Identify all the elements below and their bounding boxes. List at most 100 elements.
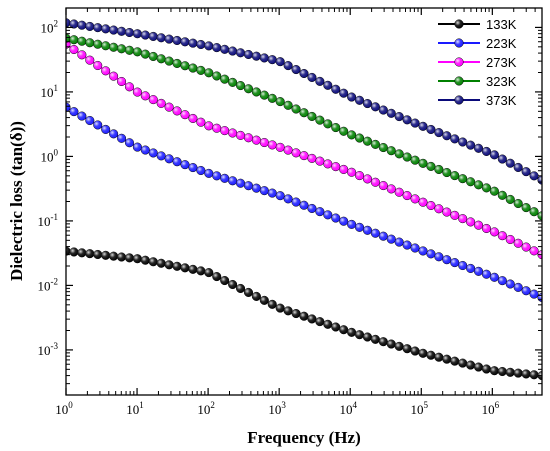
data-point-shine: [212, 43, 222, 52]
data-point-shine: [77, 50, 87, 60]
data-point-shine: [180, 61, 190, 71]
x-axis-label: Frequency (Hz): [247, 428, 360, 447]
data-point-shine: [204, 169, 214, 178]
data-point-shine: [69, 45, 79, 54]
data-point-shine: [371, 140, 380, 149]
series-133K: [66, 246, 542, 381]
data-point-shine: [394, 112, 404, 121]
data-point-shine: [180, 110, 190, 119]
data-point-shine: [93, 23, 103, 32]
data-point-shine: [426, 249, 436, 259]
data-point-shine: [283, 306, 293, 316]
data-point-shine: [482, 224, 491, 233]
data-point-shine: [490, 186, 499, 196]
x-tick-label: 100: [55, 400, 73, 417]
data-point-shine: [363, 136, 372, 146]
data-point-shine: [513, 163, 523, 172]
data-point-shine: [315, 156, 325, 166]
data-point-shine: [133, 87, 142, 97]
data-point-shine: [418, 348, 428, 358]
data-point-shine: [394, 187, 404, 197]
data-point-shine: [283, 145, 293, 155]
data-point-shine: [363, 225, 372, 235]
data-point-shine: [307, 314, 317, 324]
data-point-shine: [85, 38, 95, 48]
data-point-shine: [474, 180, 483, 190]
legend-label: 273K: [486, 55, 517, 70]
legend-item: 133K: [438, 17, 517, 32]
data-point-shine: [458, 261, 467, 270]
data-point-shine: [371, 228, 380, 238]
data-point-shine: [482, 147, 491, 156]
data-point-shine: [77, 20, 87, 30]
data-point-shine: [347, 167, 356, 177]
data-point-shine: [133, 142, 142, 152]
data-point-shine: [133, 254, 142, 264]
data-point-shine: [434, 128, 444, 137]
data-point-shine: [307, 204, 317, 213]
data-point-shine: [426, 162, 436, 171]
data-point-shine: [355, 330, 364, 339]
data-point-shine: [109, 42, 118, 52]
data-point-shine: [164, 154, 174, 164]
data-point-shine: [363, 174, 372, 184]
data-point-shine: [513, 199, 523, 208]
data-point-shine: [125, 45, 134, 55]
y-tick-label: 100: [41, 147, 59, 164]
legend-marker-shine: [454, 76, 464, 86]
data-point-shine: [156, 151, 166, 161]
data-point-shine: [291, 148, 301, 158]
data-point-shine: [252, 292, 261, 301]
data-point-shine: [236, 131, 245, 140]
data-point-shine: [77, 111, 87, 121]
data-point-shine: [418, 122, 428, 131]
y-tick-label: 10-1: [38, 212, 59, 229]
data-point-shine: [482, 364, 491, 374]
data-point-shine: [172, 262, 182, 271]
data-point-shine: [125, 28, 134, 37]
y-tick-label: 101: [41, 83, 59, 100]
data-point-shine: [315, 77, 325, 86]
data-point-shine: [386, 184, 396, 194]
data-point-shine: [220, 174, 229, 183]
data-point-shine: [85, 55, 95, 65]
data-point-shine: [196, 66, 206, 75]
data-point-shine: [323, 210, 333, 220]
data-point-shine: [466, 264, 475, 273]
data-point-shine: [188, 38, 198, 48]
data-point-shine: [505, 195, 515, 204]
data-point-shine: [212, 272, 222, 281]
data-point-shine: [141, 30, 150, 40]
data-point-shine: [196, 40, 206, 49]
data-point-shine: [347, 92, 356, 102]
data-point-shine: [402, 240, 412, 250]
data-point-shine: [513, 368, 523, 378]
data-point-shine: [355, 171, 364, 180]
data-point-shine: [450, 171, 460, 180]
data-point-shine: [260, 186, 269, 195]
data-point-shine: [513, 283, 523, 292]
data-point-shine: [252, 135, 261, 145]
data-point-shine: [228, 46, 237, 56]
x-tick-label: 102: [197, 400, 215, 417]
data-point-shine: [204, 121, 214, 131]
data-point-shine: [505, 158, 515, 168]
legend-item: 273K: [438, 55, 517, 70]
data-point-shine: [450, 134, 460, 144]
data-point-shine: [529, 246, 539, 256]
data-point-shine: [180, 160, 190, 169]
data-point-shine: [125, 253, 134, 263]
legend-marker-shine: [454, 95, 464, 105]
legend-label: 323K: [486, 74, 517, 89]
data-point-shine: [474, 267, 483, 276]
y-axis-label: Dielectric loss (tan(δ)): [7, 121, 26, 281]
legend-marker-shine: [454, 19, 464, 29]
data-point-shine: [172, 36, 182, 45]
data-point-shine: [244, 288, 253, 297]
data-point-shine: [323, 119, 333, 129]
data-point-shine: [379, 143, 388, 152]
data-point-shine: [402, 152, 412, 162]
data-point-shine: [101, 41, 110, 51]
data-point-shine: [69, 19, 79, 29]
data-point-shine: [180, 37, 190, 47]
